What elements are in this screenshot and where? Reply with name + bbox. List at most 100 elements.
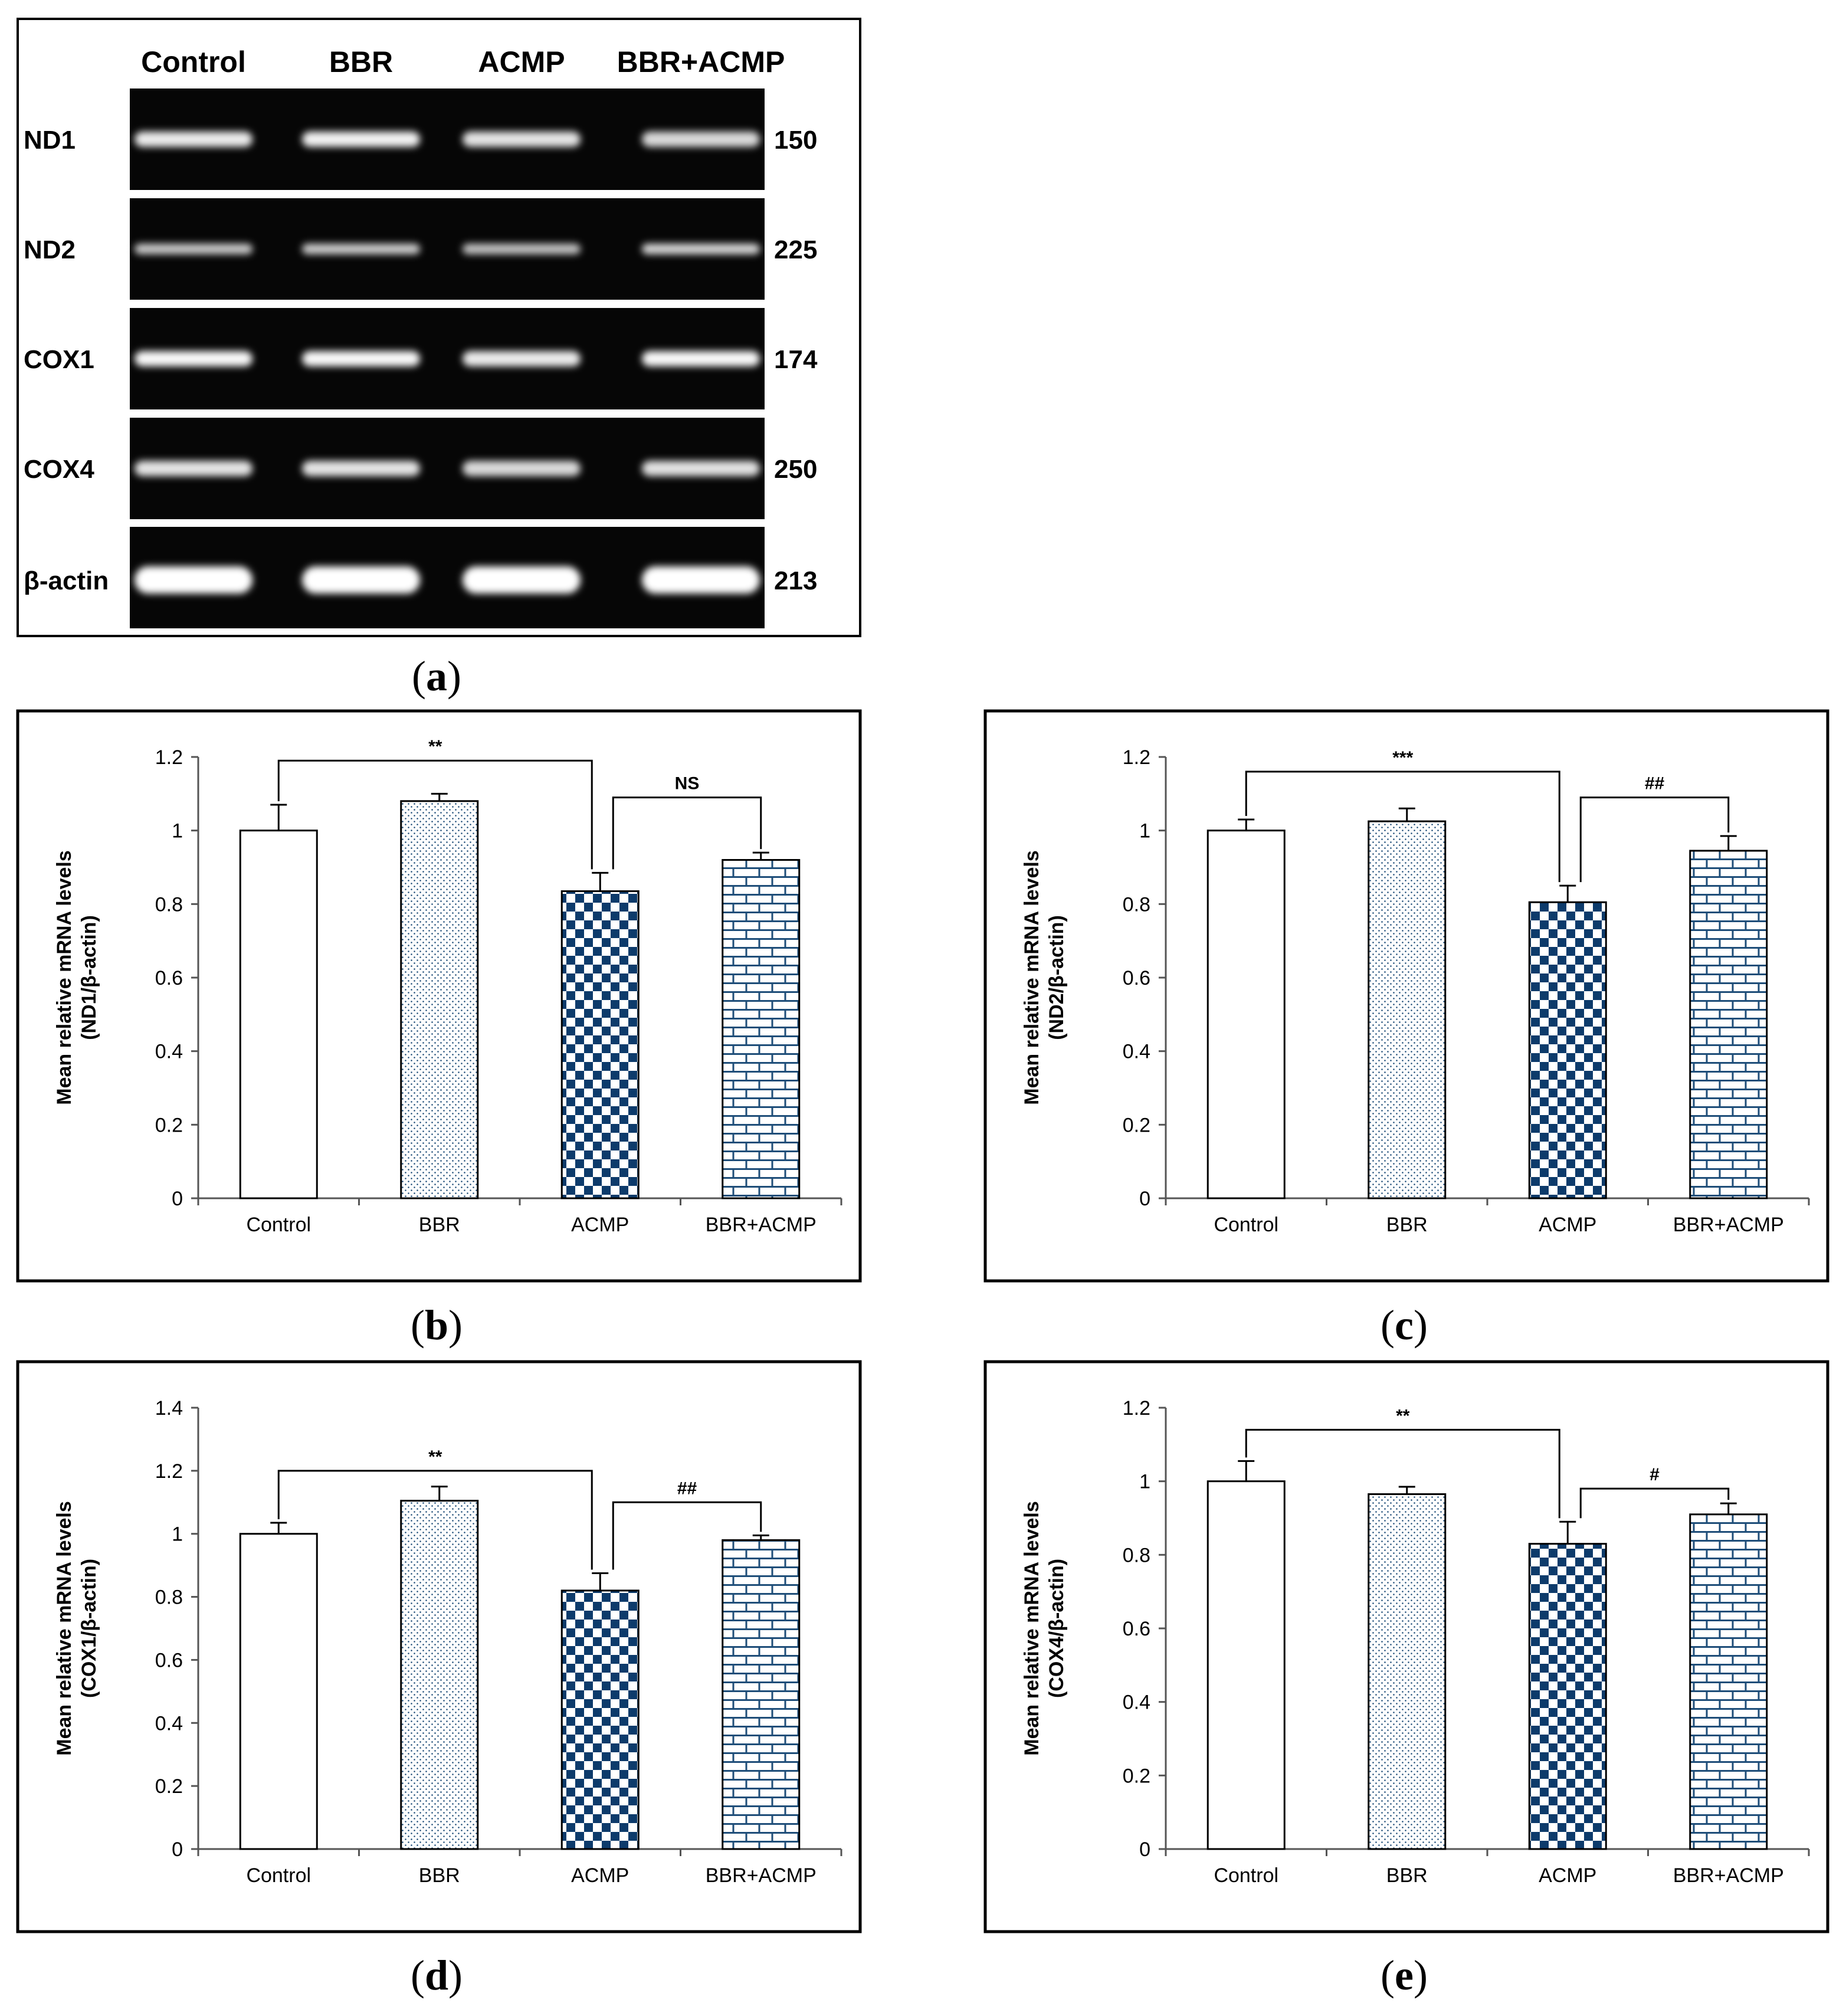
gel-row: COX1 174 <box>24 308 818 409</box>
gel-band <box>135 461 253 476</box>
x-category-label: BBR+ACMP <box>1673 1864 1784 1887</box>
gel-size-label: 150 <box>774 126 817 155</box>
y-tick-label: 0.6 <box>1123 967 1150 989</box>
y-axis-title-line1: Mean relative mRNA levels <box>1021 850 1043 1105</box>
gel-size-label: 250 <box>774 455 817 484</box>
y-tick-label: 0.4 <box>155 1041 183 1063</box>
gel-row-label: ND2 <box>24 235 76 264</box>
gel-row: β-actin 213 <box>24 527 817 628</box>
y-axis-title-line2: (ND2/β-actin) <box>1045 915 1068 1040</box>
bracket-line <box>277 759 593 870</box>
chart-panel-e: 0 0.2 0.4 0.6 0.8 1 1.2 Control BBR ACMP BBR+ACMP *… <box>983 1360 1829 1933</box>
panel-letter-b: (b) <box>411 1302 463 1349</box>
y-tick-label: 0 <box>172 1838 183 1861</box>
gel-lane-label: ACMP <box>478 45 565 78</box>
bar-control <box>239 1533 318 1850</box>
y-tick-label: 0 <box>1139 1188 1150 1210</box>
bracket-line <box>1245 771 1560 883</box>
y-tick-label: 1.2 <box>1123 746 1150 769</box>
bar-bbr-acmp <box>722 1539 801 1850</box>
gel-band <box>642 461 760 476</box>
x-category-label: BBR+ACMP <box>706 1214 817 1236</box>
significance-bracket: # <box>1579 1465 1730 1519</box>
bracket-line <box>612 1501 762 1570</box>
bracket-line <box>612 796 762 870</box>
bar-bbr <box>1368 1493 1447 1850</box>
y-tick-label: 0.8 <box>1123 893 1150 916</box>
bar-control <box>239 830 318 1199</box>
gel-row: COX4 250 <box>24 418 817 519</box>
bracket-line <box>277 1470 593 1570</box>
y-axis-title: Mean relative mRNA levels (COX1/β-actin) <box>53 1501 100 1756</box>
y-tick-label: 0.2 <box>155 1114 183 1136</box>
bracket-line <box>1579 1487 1730 1519</box>
bar-control <box>1206 830 1286 1199</box>
chart-panel-d: 0 0.2 0.4 0.6 0.8 1 1.2 1.4 Control BBR ACMP BBR+AC… <box>16 1360 862 1933</box>
significance-label: NS <box>675 774 700 794</box>
y-tick-label: 1 <box>172 820 183 843</box>
gel-band <box>302 351 420 366</box>
x-category-label: BBR+ACMP <box>1673 1214 1784 1236</box>
y-tick-label: 0.8 <box>155 1586 183 1609</box>
significance-label: ** <box>1396 1406 1410 1425</box>
x-category-label: ACMP <box>571 1214 629 1236</box>
bar-bbr <box>1368 820 1447 1199</box>
gel-band <box>463 351 581 366</box>
y-tick-label: 1.2 <box>155 1460 183 1483</box>
gel-panel: Control BBR ACMP BBR+ACMP ND1 150 ND2 225 COX1 1… <box>17 18 861 637</box>
chart-panel-c: 0 0.2 0.4 0.6 0.8 1 1.2 Control BBR ACMP BBR+ACMP *… <box>983 709 1829 1283</box>
significance-bracket: ** <box>277 1447 593 1570</box>
gel-size-label: 225 <box>774 235 817 264</box>
y-tick-label: 0.6 <box>1123 1618 1150 1640</box>
gel-band <box>463 566 581 594</box>
panel-letter-e: (e) <box>1381 1952 1428 1999</box>
y-axis-title: Mean relative mRNA levels (ND2/β-actin) <box>1021 850 1068 1105</box>
gel-band <box>135 351 253 366</box>
x-category-label: BBR <box>1386 1214 1428 1236</box>
gel-row-label: COX4 <box>24 455 94 484</box>
gel-row-label: β-actin <box>24 566 109 595</box>
y-tick-label: 0 <box>1139 1838 1150 1861</box>
x-category-label: BBR+ACMP <box>706 1864 817 1887</box>
bar-control <box>1206 1480 1286 1850</box>
bar-bbr <box>400 800 479 1199</box>
gel-band <box>463 244 581 254</box>
x-category-label: BBR <box>419 1864 460 1887</box>
y-tick-label: 0 <box>172 1188 183 1210</box>
y-tick-label: 0.2 <box>155 1775 183 1798</box>
significance-bracket: *** <box>1245 748 1560 883</box>
significance-label: *** <box>1392 748 1413 768</box>
bar-bbr-acmp <box>1689 850 1768 1199</box>
gel-size-label: 174 <box>774 345 818 374</box>
x-category-label: BBR <box>1386 1864 1428 1887</box>
significance-label: ## <box>1645 774 1665 794</box>
y-tick-label: 1.2 <box>155 746 183 769</box>
y-axis-title: Mean relative mRNA levels (ND1/β-actin) <box>53 850 100 1105</box>
y-tick-label: 1 <box>1139 820 1150 843</box>
y-tick-label: 1 <box>172 1523 183 1546</box>
gel-band <box>463 461 581 476</box>
bracket-line <box>1579 796 1730 883</box>
x-category-label: Control <box>246 1864 311 1887</box>
bar-bbr <box>400 1500 479 1850</box>
gel-band <box>135 132 253 147</box>
significance-label: ## <box>677 1479 697 1498</box>
y-axis-title: Mean relative mRNA levels (COX4/β-actin) <box>1021 1501 1068 1756</box>
y-axis-title-line1: Mean relative mRNA levels <box>53 850 76 1105</box>
gel-band <box>135 244 253 254</box>
significance-bracket: ** <box>1245 1406 1560 1519</box>
x-category-label: ACMP <box>1539 1214 1596 1236</box>
gel-row-label: ND1 <box>24 126 76 155</box>
significance-bracket: ** <box>277 737 593 870</box>
bar-bbr-acmp <box>722 859 801 1199</box>
y-tick-label: 0.8 <box>155 893 183 916</box>
gel-band <box>642 566 760 594</box>
y-axis-title-line2: (COX1/β-actin) <box>78 1559 100 1698</box>
y-tick-label: 0.4 <box>1123 1041 1150 1063</box>
gel-row-label: COX1 <box>24 345 94 374</box>
x-category-label: BBR <box>419 1214 460 1236</box>
y-tick-label: 1 <box>1139 1471 1150 1493</box>
significance-bracket: ## <box>1579 774 1730 883</box>
gel-band <box>463 132 581 147</box>
gel-band <box>642 351 760 366</box>
